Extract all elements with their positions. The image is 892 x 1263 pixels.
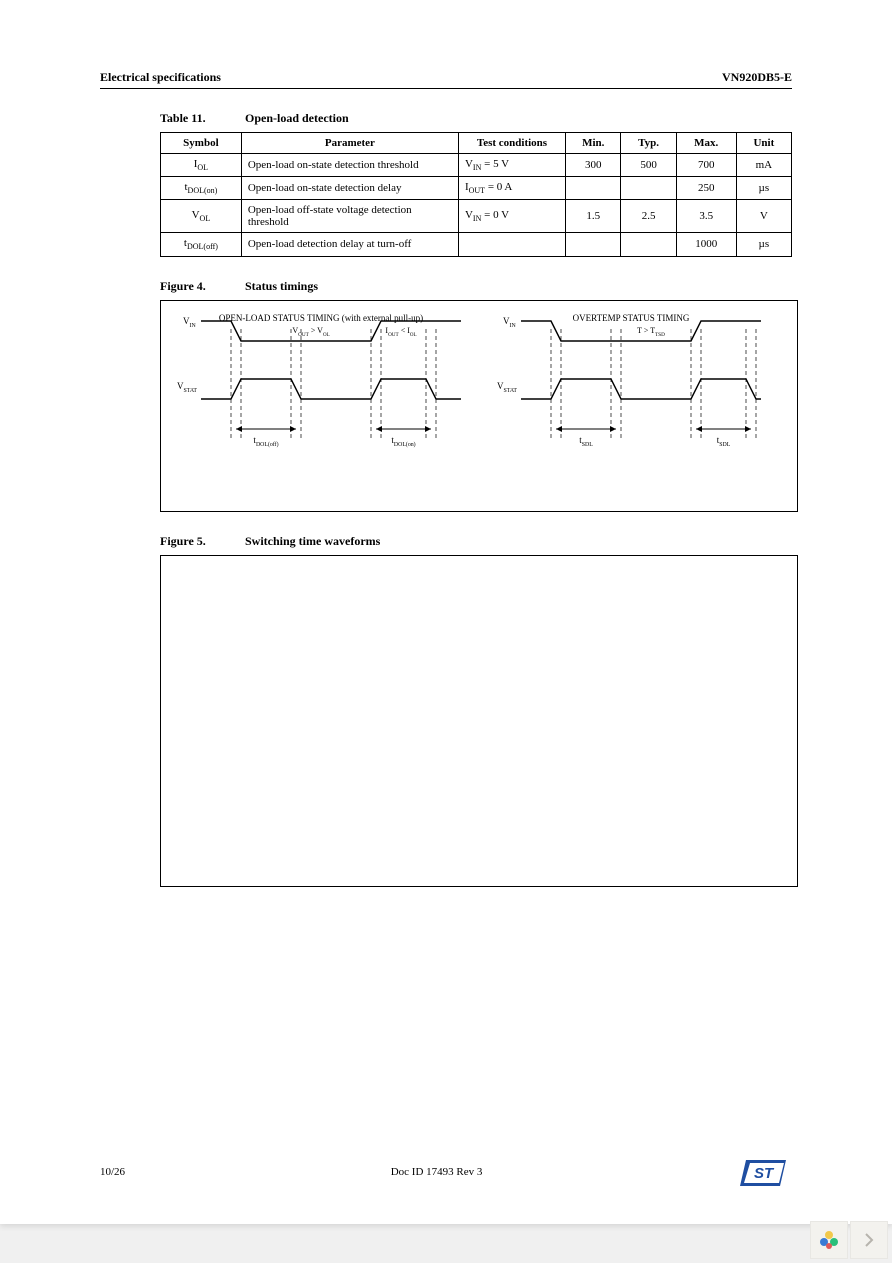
svg-text:tDOL(on): tDOL(on) (391, 435, 415, 448)
svg-text:VIN: VIN (503, 316, 516, 329)
table11-cell: IOL (161, 154, 242, 177)
table11-cell: IOUT = 0 A (458, 177, 565, 200)
svg-text:VSTAT: VSTAT (497, 381, 517, 394)
table11-cell: VIN = 0 V (458, 200, 565, 233)
table11-cell: VIN = 5 V (458, 154, 565, 177)
figure5-caption-num: Figure 5. (160, 534, 242, 549)
header-section: Electrical specifications (100, 70, 221, 85)
page-header: Electrical specifications VN920DB5-E (100, 70, 792, 89)
table11-cell: µs (736, 177, 791, 200)
table11-cell: 700 (676, 154, 736, 177)
table11-col-0: Symbol (161, 133, 242, 154)
table-row: tDOL(off)Open-load detection delay at tu… (161, 233, 792, 256)
viewer-icon[interactable] (810, 1221, 848, 1259)
table11-col-3: Min. (566, 133, 621, 154)
table11-cell (621, 233, 676, 256)
svg-text:OVERTEMP STATUS TIMING: OVERTEMP STATUS TIMING (573, 313, 690, 323)
table11-cell: µs (736, 233, 791, 256)
table11-cell: Open-load on-state detection delay (241, 177, 458, 200)
table11-col-6: Unit (736, 133, 791, 154)
table11-cell: tDOL(on) (161, 177, 242, 200)
figure4-box: OPEN-LOAD STATUS TIMING (with external p… (160, 300, 798, 512)
st-logo: ST (740, 1156, 792, 1194)
table11-cell: Open-load on-state detection threshold (241, 154, 458, 177)
table11-col-5: Max. (676, 133, 736, 154)
viewer-nav (810, 1221, 888, 1259)
figure5-caption: Figure 5. Switching time waveforms (160, 534, 792, 549)
table11-cell: VOL (161, 200, 242, 233)
footer-docid: Doc ID 17493 Rev 3 (391, 1166, 483, 1178)
table11-cell: 2.5 (621, 200, 676, 233)
table11-cell: tDOL(off) (161, 233, 242, 256)
figure4-caption: Figure 4. Status timings (160, 279, 792, 294)
page-footer: 10/26 Doc ID 17493 Rev 3 (100, 1166, 792, 1178)
svg-text:T > TTSD: T > TTSD (637, 326, 665, 338)
svg-text:VIN: VIN (183, 316, 196, 329)
table-row: IOLOpen-load on-state detection threshol… (161, 154, 792, 177)
table11-cell: 500 (621, 154, 676, 177)
svg-text:VSTAT: VSTAT (177, 381, 197, 394)
table11-cell: 250 (676, 177, 736, 200)
svg-text:tDOL(off): tDOL(off) (253, 435, 278, 448)
svg-text:ST: ST (754, 1165, 775, 1182)
page: Electrical specifications VN920DB5-E Tab… (0, 0, 892, 1224)
footer-page: 10/26 (100, 1166, 125, 1178)
table11-cell (566, 177, 621, 200)
table11-col-2: Test conditions (458, 133, 565, 154)
table11-col-1: Parameter (241, 133, 458, 154)
table11-cell (621, 177, 676, 200)
table-row: tDOL(on)Open-load on-state detection del… (161, 177, 792, 200)
viewer-next-button[interactable] (850, 1221, 888, 1259)
table11-cell (458, 233, 565, 256)
table11-cell: 3.5 (676, 200, 736, 233)
svg-text:tSDL: tSDL (579, 435, 593, 448)
table11-cell: 1.5 (566, 200, 621, 233)
table11-cell: Open-load off-state voltage detection th… (241, 200, 458, 233)
table11-cell: Open-load detection delay at turn-off (241, 233, 458, 256)
table11-caption: Table 11. Open-load detection (160, 111, 792, 126)
table11-caption-num: Table 11. (160, 111, 242, 126)
svg-text:IOUT < IOL: IOUT < IOL (385, 326, 416, 338)
header-partnum: VN920DB5-E (722, 70, 792, 85)
svg-text:VOUT > VOL: VOUT > VOL (292, 326, 329, 338)
figure5-box (160, 555, 798, 887)
svg-text:tSDL: tSDL (717, 435, 731, 448)
figure5-caption-title: Switching time waveforms (245, 534, 380, 548)
table11-cell: mA (736, 154, 791, 177)
table11-cell (566, 233, 621, 256)
figure4-caption-num: Figure 4. (160, 279, 242, 294)
table-row: VOLOpen-load off-state voltage detection… (161, 200, 792, 233)
table11-cell: V (736, 200, 791, 233)
table11-caption-title: Open-load detection (245, 111, 349, 125)
table11-cell: 1000 (676, 233, 736, 256)
table11-col-4: Typ. (621, 133, 676, 154)
figure4-caption-title: Status timings (245, 279, 318, 293)
table11: SymbolParameterTest conditionsMin.Typ.Ma… (160, 132, 792, 257)
table11-cell: 300 (566, 154, 621, 177)
